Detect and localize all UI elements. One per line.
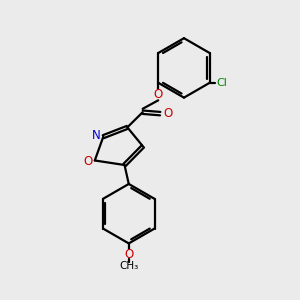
Text: O: O	[83, 154, 92, 167]
Text: CH₃: CH₃	[119, 261, 138, 271]
Text: N: N	[92, 129, 100, 142]
Text: O: O	[154, 88, 163, 101]
Text: O: O	[163, 107, 172, 120]
Text: O: O	[124, 248, 134, 261]
Text: Cl: Cl	[216, 78, 227, 88]
